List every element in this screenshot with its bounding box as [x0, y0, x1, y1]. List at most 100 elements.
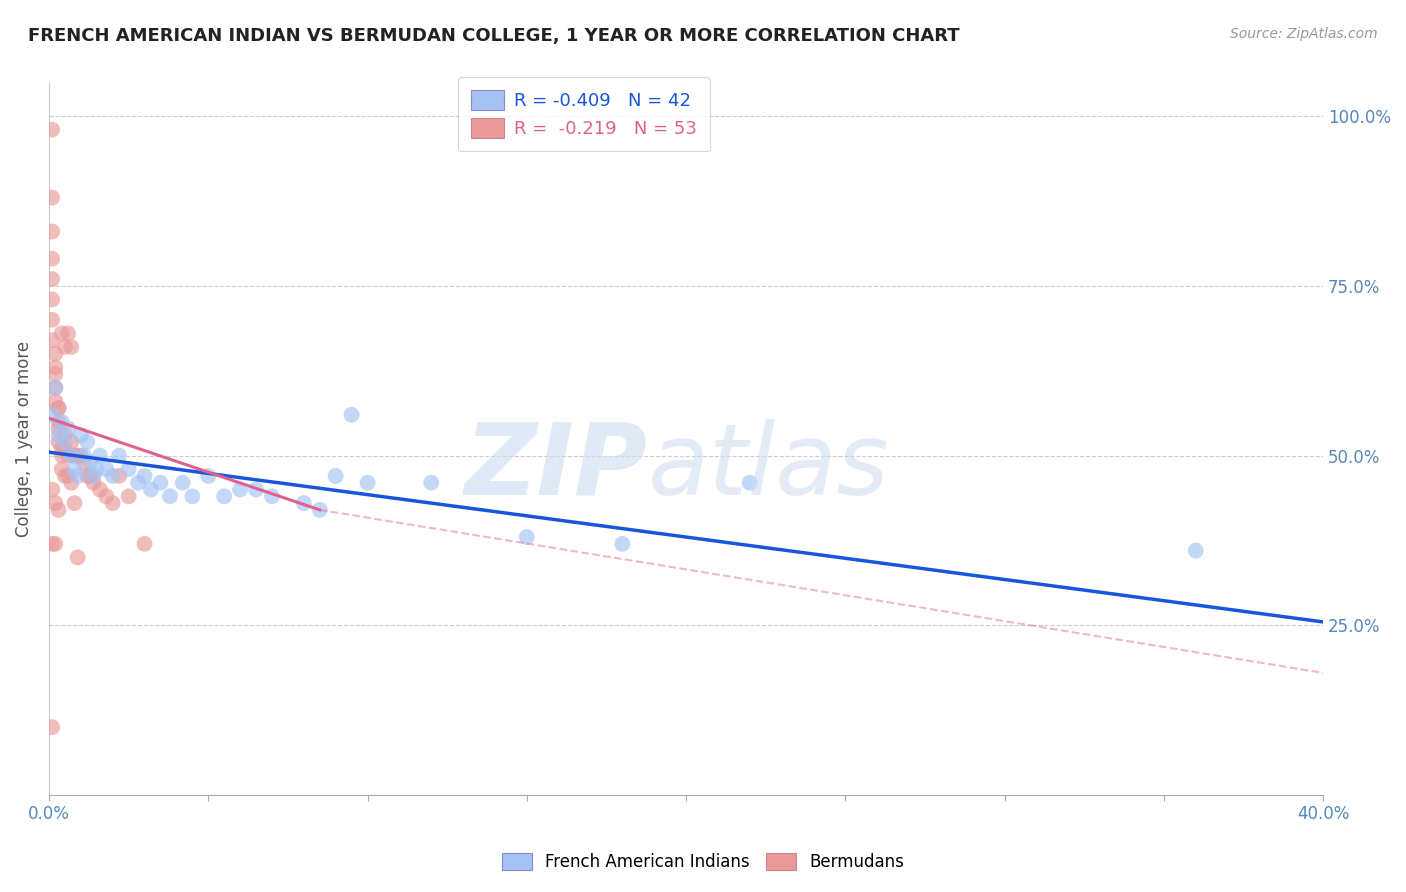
Point — [51, 326, 73, 341]
Point — [101, 496, 124, 510]
Point — [134, 537, 156, 551]
Text: atlas: atlas — [648, 418, 890, 516]
Point — [56, 469, 79, 483]
Point — [69, 449, 91, 463]
Point — [181, 489, 204, 503]
Text: Source: ZipAtlas.com: Source: ZipAtlas.com — [1230, 27, 1378, 41]
Point — [44, 381, 66, 395]
Point — [212, 489, 235, 503]
Point — [48, 421, 70, 435]
Point — [134, 469, 156, 483]
Point — [48, 401, 70, 415]
Point — [53, 428, 76, 442]
Point — [60, 340, 83, 354]
Point — [48, 428, 70, 442]
Point — [48, 503, 70, 517]
Point — [76, 435, 98, 450]
Point — [245, 483, 267, 497]
Point — [1184, 543, 1206, 558]
Point — [51, 415, 73, 429]
Point — [48, 415, 70, 429]
Point — [41, 537, 63, 551]
Point — [41, 333, 63, 347]
Point — [53, 469, 76, 483]
Point — [53, 435, 76, 450]
Point — [260, 489, 283, 503]
Point — [48, 401, 70, 415]
Point — [516, 530, 538, 544]
Legend: French American Indians, Bermudans: French American Indians, Bermudans — [494, 845, 912, 880]
Point — [73, 455, 96, 469]
Point — [44, 347, 66, 361]
Point — [89, 449, 111, 463]
Point — [83, 469, 105, 483]
Point — [41, 252, 63, 266]
Point — [127, 475, 149, 490]
Point — [41, 483, 63, 497]
Point — [56, 449, 79, 463]
Point — [197, 469, 219, 483]
Point — [41, 408, 63, 422]
Point — [356, 475, 378, 490]
Point — [60, 435, 83, 450]
Point — [73, 449, 96, 463]
Point — [41, 720, 63, 734]
Point — [325, 469, 347, 483]
Point — [56, 421, 79, 435]
Point — [41, 225, 63, 239]
Point — [66, 449, 89, 463]
Point — [44, 381, 66, 395]
Point — [53, 442, 76, 456]
Point — [79, 469, 101, 483]
Point — [51, 449, 73, 463]
Point — [340, 408, 363, 422]
Point — [41, 272, 63, 286]
Point — [60, 449, 83, 463]
Point — [308, 503, 330, 517]
Point — [66, 469, 89, 483]
Point — [229, 483, 252, 497]
Y-axis label: College, 1 year or more: College, 1 year or more — [15, 341, 32, 537]
Point — [149, 475, 172, 490]
Point — [41, 293, 63, 307]
Point — [139, 483, 162, 497]
Point — [738, 475, 761, 490]
Point — [44, 394, 66, 409]
Point — [108, 469, 131, 483]
Point — [41, 122, 63, 136]
Point — [117, 489, 139, 503]
Point — [79, 455, 101, 469]
Point — [96, 462, 118, 476]
Point — [63, 449, 86, 463]
Point — [86, 462, 108, 476]
Point — [44, 367, 66, 381]
Point — [63, 496, 86, 510]
Point — [172, 475, 194, 490]
Point — [51, 442, 73, 456]
Text: FRENCH AMERICAN INDIAN VS BERMUDAN COLLEGE, 1 YEAR OR MORE CORRELATION CHART: FRENCH AMERICAN INDIAN VS BERMUDAN COLLE… — [28, 27, 960, 45]
Point — [41, 313, 63, 327]
Point — [76, 469, 98, 483]
Point — [96, 489, 118, 503]
Point — [83, 475, 105, 490]
Point — [41, 190, 63, 204]
Point — [420, 475, 443, 490]
Point — [51, 462, 73, 476]
Point — [117, 462, 139, 476]
Point — [66, 550, 89, 565]
Point — [60, 475, 83, 490]
Point — [56, 326, 79, 341]
Point — [292, 496, 315, 510]
Legend: R = -0.409   N = 42, R =  -0.219   N = 53: R = -0.409 N = 42, R = -0.219 N = 53 — [458, 77, 710, 151]
Point — [108, 449, 131, 463]
Point — [101, 469, 124, 483]
Point — [63, 462, 86, 476]
Point — [44, 360, 66, 375]
Point — [53, 340, 76, 354]
Text: ZIP: ZIP — [465, 418, 648, 516]
Point — [89, 483, 111, 497]
Point — [44, 537, 66, 551]
Point — [44, 496, 66, 510]
Point — [48, 435, 70, 450]
Point — [69, 428, 91, 442]
